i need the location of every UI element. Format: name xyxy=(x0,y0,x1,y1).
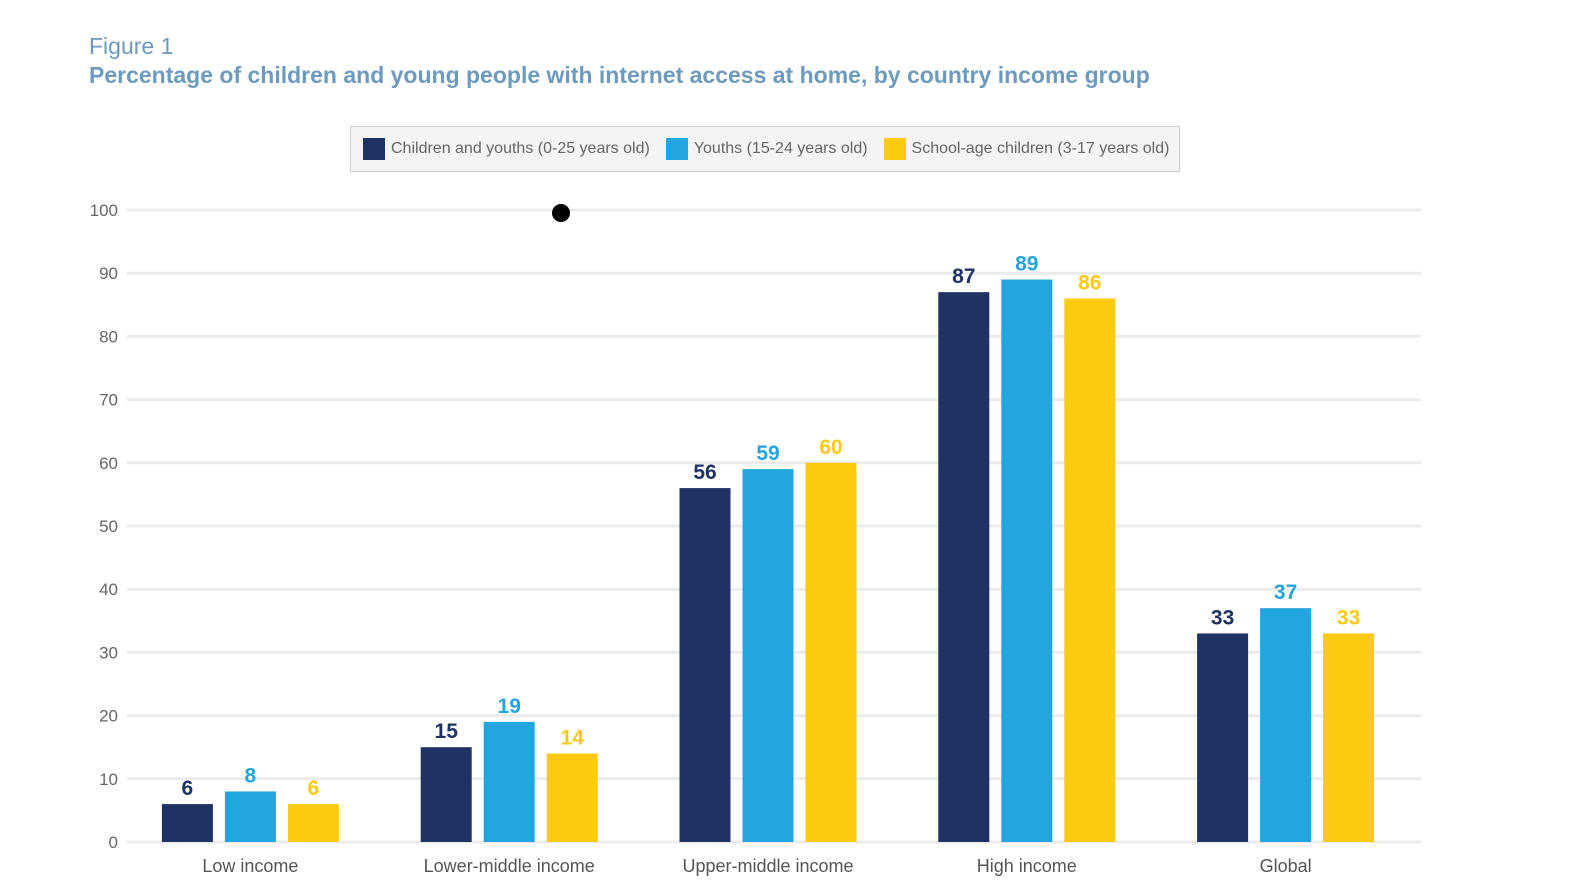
y-tick-label: 70 xyxy=(99,391,118,410)
y-tick-label: 30 xyxy=(99,643,118,662)
bar xyxy=(483,721,535,842)
x-tick-label: Low income xyxy=(202,856,298,876)
legend-label: School-age children (3-17 years old) xyxy=(911,140,1170,157)
legend-swatch xyxy=(883,138,906,160)
x-tick-label: Global xyxy=(1260,856,1312,876)
bar xyxy=(938,292,990,842)
legend-label: Youths (15-24 years old) xyxy=(693,140,868,157)
x-tick-label: High income xyxy=(977,856,1077,876)
bars xyxy=(161,279,1375,843)
data-label: 6 xyxy=(308,777,320,800)
y-tick-label: 0 xyxy=(109,833,118,852)
legend-swatch xyxy=(363,138,385,160)
x-tick-label: Upper-middle income xyxy=(682,856,853,876)
data-label: 8 xyxy=(245,764,257,787)
y-tick-label: 40 xyxy=(99,580,118,599)
bar xyxy=(161,804,213,842)
legend-item-series-1: Youths (15-24 years old) xyxy=(665,138,868,160)
data-label: 56 xyxy=(693,461,716,484)
data-label: 89 xyxy=(1015,253,1038,276)
data-label: 6 xyxy=(182,777,194,800)
y-axis: 0 10 20 30 40 50 60 70 80 90 100 xyxy=(90,201,118,852)
y-tick-label: 100 xyxy=(90,201,118,220)
data-label: 59 xyxy=(756,442,779,465)
y-tick-label: 50 xyxy=(99,517,118,536)
data-label: 14 xyxy=(561,727,585,750)
cursor-dot xyxy=(552,204,570,222)
legend-swatch xyxy=(665,138,688,160)
y-tick-label: 10 xyxy=(99,770,118,789)
chart-legend: Children and youths (0-25 years old) You… xyxy=(350,126,1180,172)
data-label: 33 xyxy=(1211,606,1234,629)
x-axis: Low income Lower-middle income Upper-middl… xyxy=(202,856,1311,876)
bar xyxy=(420,747,472,842)
bar xyxy=(1323,633,1375,842)
legend-label: Children and youths (0-25 years old) xyxy=(391,140,650,157)
data-label: 37 xyxy=(1274,581,1297,604)
legend-item-series-2: School-age children (3-17 years old) xyxy=(883,138,1170,160)
y-tick-label: 90 xyxy=(99,264,118,283)
figure-label: Figure 1 xyxy=(89,33,174,59)
x-tick-label: Lower-middle income xyxy=(424,856,595,876)
chart-title: Percentage of children and young people … xyxy=(89,62,1150,88)
bar xyxy=(742,469,794,842)
legend-item-series-0: Children and youths (0-25 years old) xyxy=(363,138,650,160)
bar xyxy=(1197,633,1249,842)
data-label: 86 xyxy=(1078,271,1101,294)
bar xyxy=(1001,279,1053,842)
data-label: 87 xyxy=(952,265,975,288)
data-label: 33 xyxy=(1337,606,1360,629)
bar xyxy=(1064,298,1116,843)
y-tick-label: 60 xyxy=(99,454,118,473)
bar xyxy=(805,462,857,842)
bar xyxy=(1260,608,1312,842)
bar xyxy=(224,791,276,842)
y-tick-label: 20 xyxy=(99,707,118,726)
bar xyxy=(287,804,339,842)
data-label: 19 xyxy=(498,695,521,718)
bar xyxy=(546,753,598,842)
bar xyxy=(679,488,731,842)
data-label: 60 xyxy=(819,436,842,459)
y-tick-label: 80 xyxy=(99,327,118,346)
data-label: 15 xyxy=(435,720,459,743)
